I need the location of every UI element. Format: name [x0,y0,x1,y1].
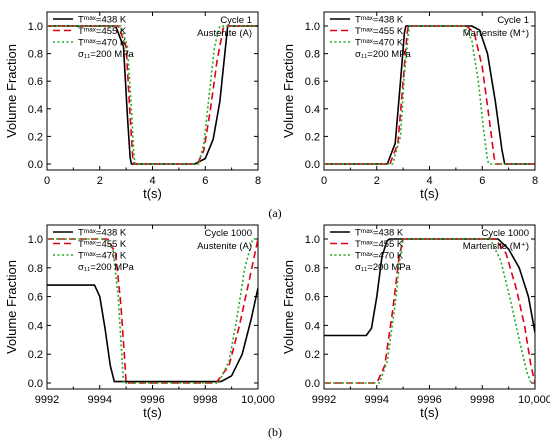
chart-1-ytick-label-2: 0.4 [305,104,320,116]
chart-1-ytick-label-4: 0.8 [305,49,320,61]
chart-3-xtick-label-4: 10,000 [518,394,550,406]
chart-1-ytick-label-1: 0.2 [305,131,320,143]
chart-0-xlabel: t(s) [143,186,162,201]
chart-2-legend-label-1: Tᵐᵃˣ=455 K [78,239,127,250]
chart-2-ylabel: Volume Fraction [4,260,19,354]
chart-2-series-line-0 [47,284,258,383]
panel-austenite-cycle-1000: 9992 9994 9996 9998 10,000 0.0 0.2 0.4 0.6 0.8 1.0… [4,224,275,420]
chart-1-series-line-1 [324,25,535,165]
chart-3-ytick-label-4: 0.8 [305,263,320,275]
chart-0-ytick-label-4: 0.8 [28,49,43,61]
chart-1-ytick-label-5: 1.0 [305,21,320,33]
chart-3-legend-label-1: Tᵐᵃˣ=455 K [355,239,404,250]
chart-1-xtick-label-2: 4 [426,175,432,187]
chart-2-xtick-label-3: 9998 [193,394,217,406]
chart-3-ytick-label-3: 0.6 [305,292,320,304]
chart-2-ytick-label-0: 0.0 [28,378,43,390]
chart-2-series-line-1 [47,238,258,384]
chart-2-xtick-label-4: 10,000 [241,394,275,406]
chart-3-ytick-label-1: 0.2 [305,349,320,361]
chart-2-xtick-label-0: 9992 [35,394,59,406]
chart-1-series-line-2 [324,25,535,165]
chart-3-series-line-0 [324,238,535,337]
chart-0-xtick-label-1: 2 [97,175,103,187]
chart-0-ytick-label-3: 0.6 [28,76,43,88]
chart-1-xlabel: t(s) [420,186,439,201]
chart-2-ytick-label-1: 0.2 [28,349,43,361]
chart-0-ytick-label-2: 0.4 [28,104,43,116]
chart-0-legend-label-2: Tᵐᵃˣ=470 K [78,38,127,49]
chart-3-xtick-label-3: 9998 [470,394,494,406]
panel-martensite-cycle-1: 0 2 4 6 8 0.0 0.2 0.4 0.6 0.8 1.0 t(s) Volume Fracti… [281,11,538,201]
chart-2-ytick-label-5: 1.0 [28,234,43,246]
chart-1-xtick-label-1: 2 [374,175,380,187]
chart-1-legend-label-1: Tᵐᵃˣ=455 K [355,26,404,37]
chart-2-legend-label-0: Tᵐᵃˣ=438 K [78,228,127,239]
chart-3-stress-label: σ₁₁=200 MPa [355,262,412,273]
chart-0-xtick-label-2: 4 [149,175,155,187]
chart-0-xtick-label-4: 8 [255,175,261,187]
chart-1-annotation-title: Cycle 1 [497,15,529,26]
chart-0-legend-label-0: Tᵐᵃˣ=438 K [78,15,127,26]
chart-2-stress-label: σ₁₁=200 MPa [78,262,135,273]
chart-0-ytick-label-1: 0.2 [28,131,43,143]
chart-1-annotation-sub: Martensite (M⁺) [463,28,529,39]
chart-1-stress-label: σ₁₁=200 MPa [355,49,412,60]
chart-3-ytick-label-0: 0.0 [305,378,320,390]
chart-2-xtick-label-1: 9994 [88,394,112,406]
chart-3-xtick-label-1: 9994 [365,394,389,406]
chart-2-ytick-label-3: 0.6 [28,292,43,304]
chart-0-stress-label: σ₁₁=200 MPa [78,49,135,60]
chart-1-xtick-label-3: 6 [479,175,485,187]
chart-3-ylabel: Volume Fraction [281,260,296,354]
chart-2-xtick-label-2: 9996 [140,394,164,406]
chart-3-annotation-sub: Martensite (M⁺) [463,241,529,252]
panel-austenite-cycle-1: 0 2 4 6 8 0.0 0.2 0.4 0.6 0.8 1.0 t(s) Volume Fracti… [4,11,261,201]
chart-0-xtick-label-0: 0 [44,175,50,187]
chart-3-legend-label-2: Tᵐᵃˣ=470 K [355,251,404,262]
chart-0-ytick-label-5: 1.0 [28,21,43,33]
caption-a: (a) [268,206,281,220]
chart-3-legend-label-0: Tᵐᵃˣ=438 K [355,228,404,239]
chart-0-series-line-2 [47,25,258,165]
chart-3-ytick-label-2: 0.4 [305,320,320,332]
chart-3-xlabel: t(s) [420,405,439,420]
chart-0-series-line-0 [47,25,258,165]
chart-1-ylabel: Volume Fraction [281,44,296,138]
chart-0-xtick-label-3: 6 [202,175,208,187]
caption-b: (b) [268,425,282,439]
chart-2-ytick-label-4: 0.8 [28,263,43,275]
chart-2-series-line-2 [47,238,258,384]
chart-2-ytick-label-2: 0.4 [28,320,43,332]
chart-3-xtick-label-0: 9992 [312,394,336,406]
chart-0-ytick-label-0: 0.0 [28,159,43,171]
chart-3-annotation-title: Cycle 1000 [481,228,529,239]
chart-1-legend-label-2: Tᵐᵃˣ=470 K [355,38,404,49]
chart-1-series-line-0 [324,25,535,165]
chart-0-ylabel: Volume Fraction [4,44,19,138]
chart-2-annotation-title: Cycle 1000 [204,228,252,239]
chart-1-ytick-label-3: 0.6 [305,76,320,88]
chart-0-annotation-sub: Austenite (A) [197,28,252,39]
chart-2-annotation-sub: Austenite (A) [197,241,252,252]
panel-martensite-cycle-1000: 9992 9994 9996 9998 10,000 0.0 0.2 0.4 0.6 0.8 1.0… [281,224,550,420]
chart-3-ytick-label-5: 1.0 [305,234,320,246]
chart-1-xtick-label-4: 8 [532,175,538,187]
chart-1-ytick-label-0: 0.0 [305,159,320,171]
chart-1-xtick-label-0: 0 [321,175,327,187]
chart-3-xtick-label-2: 9996 [417,394,441,406]
chart-0-annotation-title: Cycle 1 [220,15,252,26]
chart-1-legend-label-0: Tᵐᵃˣ=438 K [355,15,404,26]
chart-2-legend-label-2: Tᵐᵃˣ=470 K [78,251,127,262]
chart-2-xlabel: t(s) [143,405,162,420]
chart-0-legend-label-1: Tᵐᵃˣ=455 K [78,26,127,37]
